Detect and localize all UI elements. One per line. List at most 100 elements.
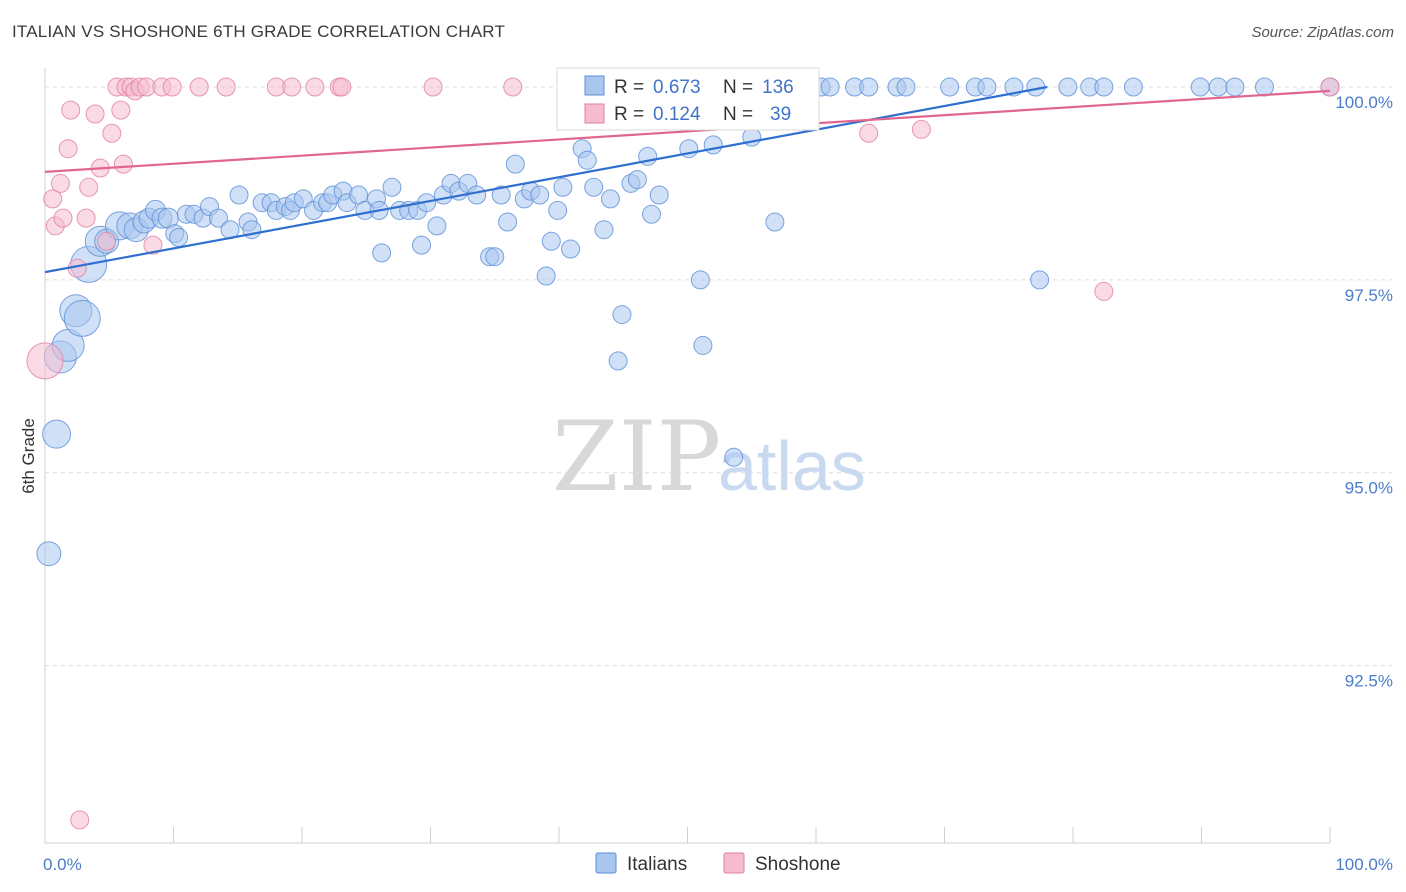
point-shoshone: [70, 810, 90, 830]
axes: [44, 68, 1331, 844]
point-italians: [42, 419, 72, 449]
point-italians: [1254, 77, 1274, 97]
bottom-legend-swatch-italians: [595, 852, 617, 874]
trend-line-shoshone: [44, 89, 1331, 173]
point-italians: [642, 204, 662, 224]
scatter-points: [26, 77, 1340, 830]
point-shoshone: [162, 77, 182, 97]
point-italians: [229, 185, 249, 205]
legend-r-italians: 0.673: [653, 77, 701, 98]
point-italians: [553, 177, 573, 197]
point-italians: [1123, 77, 1143, 97]
point-italians: [703, 135, 723, 155]
point-italians: [1094, 77, 1114, 97]
point-italians: [693, 335, 713, 355]
point-italians: [412, 235, 432, 255]
point-italians: [505, 154, 525, 174]
chart-title: ITALIAN VS SHOSHONE 6TH GRADE CORRELATIO…: [12, 22, 506, 41]
point-italians: [372, 243, 392, 263]
point-italians: [382, 177, 402, 197]
y-tick-label: 92.5%: [1345, 672, 1393, 691]
point-shoshone: [143, 235, 163, 255]
point-shoshone: [423, 77, 443, 97]
point-shoshone: [859, 123, 879, 143]
point-shoshone: [97, 231, 117, 251]
point-shoshone: [911, 119, 931, 139]
point-italians: [1030, 270, 1050, 290]
legend-box: R = 0.673 N = 136 R = 0.124 N = 39: [556, 67, 820, 131]
point-shoshone: [58, 139, 78, 159]
point-italians: [491, 185, 511, 205]
bottom-legend-shoshone: Shoshone: [755, 854, 841, 875]
point-italians: [1208, 77, 1228, 97]
gridlines: [45, 86, 1392, 667]
watermark: ZIP atlas: [552, 401, 866, 513]
legend-n-label-shoshone: N =: [723, 104, 753, 125]
point-shoshone: [113, 154, 133, 174]
point-italians: [600, 189, 620, 209]
legend-n-label-italians: N =: [723, 77, 753, 98]
legend-swatch-italians: [584, 75, 605, 96]
point-italians: [541, 231, 561, 251]
point-italians: [612, 305, 632, 325]
y-tick-label: 95.0%: [1345, 479, 1393, 498]
point-shoshone: [332, 77, 352, 97]
point-italians: [594, 220, 614, 240]
point-shoshone: [76, 208, 96, 228]
x-tick-label: 0.0%: [43, 855, 82, 874]
point-shoshone: [189, 77, 209, 97]
point-shoshone: [305, 77, 325, 97]
point-italians: [485, 247, 505, 267]
point-italians: [820, 77, 840, 97]
point-italians: [627, 170, 647, 190]
point-italians: [561, 239, 581, 259]
point-shoshone: [50, 173, 70, 193]
trend-line-italians: [44, 85, 1048, 274]
legend-r-label-italians: R =: [614, 77, 644, 98]
point-italians: [649, 185, 669, 205]
point-shoshone: [1094, 281, 1114, 301]
point-shoshone: [43, 189, 63, 209]
point-shoshone: [216, 77, 236, 97]
point-italians: [536, 266, 556, 286]
trend-lines: [44, 85, 1331, 274]
point-italians: [724, 447, 744, 467]
point-italians: [548, 200, 568, 220]
point-shoshone: [102, 123, 122, 143]
point-italians: [498, 212, 518, 232]
legend-n-italians: 136: [762, 77, 794, 98]
y-tick-label: 100.0%: [1335, 93, 1393, 112]
point-shoshone: [503, 77, 523, 97]
point-italians: [427, 216, 447, 236]
point-italians: [1058, 77, 1078, 97]
point-shoshone: [85, 104, 105, 124]
point-shoshone: [53, 208, 73, 228]
point-italians: [208, 208, 228, 228]
legend-n-shoshone: 39: [770, 104, 791, 125]
point-italians: [859, 77, 879, 97]
point-shoshone: [61, 100, 81, 120]
legend-swatch-shoshone: [584, 103, 605, 124]
point-shoshone: [111, 100, 131, 120]
point-italians: [577, 150, 597, 170]
point-italians: [608, 351, 628, 371]
point-italians: [1225, 77, 1245, 97]
point-italians: [584, 177, 604, 197]
bottom-legend-swatch-shoshone: [723, 852, 745, 874]
point-italians: [977, 77, 997, 97]
point-shoshone: [26, 342, 64, 380]
chart-source: Source: ZipAtlas.com: [1251, 24, 1394, 41]
watermark-zip: ZIP: [552, 401, 721, 513]
x-tick-label: 100.0%: [1335, 855, 1393, 874]
y-axis-label: 6th Grade: [19, 418, 38, 494]
point-italians: [467, 185, 487, 205]
point-italians: [36, 541, 62, 567]
y-tick-label: 97.5%: [1345, 286, 1393, 305]
point-italians: [530, 185, 550, 205]
point-italians: [940, 77, 960, 97]
point-shoshone: [282, 77, 302, 97]
watermark-atlas: atlas: [718, 427, 866, 505]
point-italians: [63, 299, 101, 337]
point-italians: [690, 270, 710, 290]
